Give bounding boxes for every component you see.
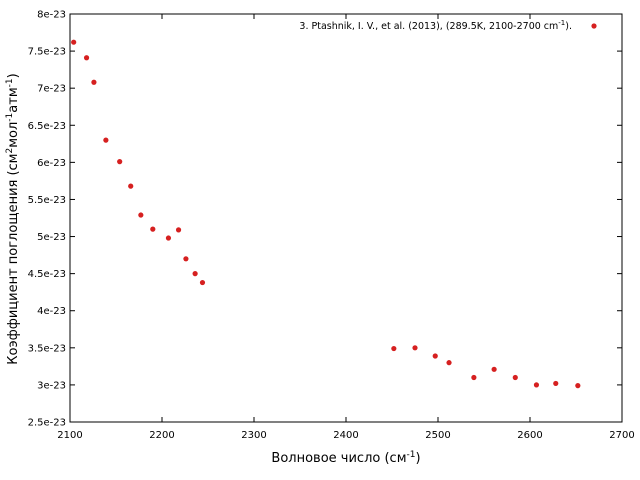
data-point xyxy=(91,79,97,85)
data-point xyxy=(575,383,581,389)
y-tick-label: 2.5e-23 xyxy=(28,418,66,429)
y-tick-label: 5.5e-23 xyxy=(28,195,66,206)
x-tick-label: 2700 xyxy=(609,430,634,441)
data-point xyxy=(150,226,156,232)
legend-marker xyxy=(591,23,597,29)
y-axis-label-sup1: 2 xyxy=(5,148,15,154)
data-point xyxy=(491,366,497,372)
legend-label-sup: -1 xyxy=(558,19,565,27)
data-point xyxy=(128,183,134,189)
x-tick-label: 2500 xyxy=(425,430,450,441)
data-point xyxy=(71,39,77,45)
y-axis-label-part4: ) xyxy=(6,73,21,78)
x-tick-label: 2600 xyxy=(517,430,542,441)
data-point xyxy=(391,345,397,352)
y-tick-label: 7.5e-23 xyxy=(28,47,66,58)
x-tick-label: 2400 xyxy=(333,430,358,441)
y-tick-label: 5e-23 xyxy=(37,232,66,243)
x-tick-label: 2200 xyxy=(149,430,174,441)
y-axis-label-sup3: -1 xyxy=(5,78,15,87)
data-points xyxy=(71,39,581,389)
y-tick-label: 7e-23 xyxy=(37,84,66,95)
axis-ticks xyxy=(69,13,623,423)
data-point xyxy=(432,353,438,359)
y-tick-label: 8e-23 xyxy=(37,10,66,21)
y-axis-label-part3: атм xyxy=(6,87,21,112)
data-point xyxy=(117,159,123,165)
y-tick-label: 6e-23 xyxy=(37,158,66,169)
y-tick-label: 3e-23 xyxy=(37,380,66,391)
x-axis-label-tail: ) xyxy=(415,451,420,466)
x-axis-label-sup: -1 xyxy=(407,450,416,460)
legend-label: 3. Ptashnik, I. V., et al. (2013), (289.… xyxy=(299,19,572,32)
data-point xyxy=(183,256,189,262)
data-point xyxy=(533,382,540,388)
y-axis-label-part1: Коэффициент поглощения (см xyxy=(6,154,21,365)
data-point xyxy=(103,137,109,143)
legend-label-base: 3. Ptashnik, I. V., et al. (2013), (289.… xyxy=(299,21,558,32)
legend-label-tail: ). xyxy=(565,21,572,32)
legend: 3. Ptashnik, I. V., et al. (2013), (289.… xyxy=(299,19,597,32)
data-point xyxy=(165,235,172,241)
y-tick-label: 3.5e-23 xyxy=(28,343,66,354)
data-point xyxy=(83,55,90,61)
x-axis-label-base: Волновое число (см xyxy=(271,451,406,466)
y-tick-label: 4.5e-23 xyxy=(28,269,66,280)
data-point xyxy=(192,271,198,277)
data-point xyxy=(471,374,477,381)
data-point xyxy=(138,212,144,218)
data-point xyxy=(512,374,518,381)
x-tick-label: 2300 xyxy=(241,430,266,441)
x-axis-label: Волновое число (см-1) xyxy=(271,450,420,466)
data-point xyxy=(199,279,206,286)
x-tick-label: 2100 xyxy=(57,430,82,441)
data-point xyxy=(446,360,452,366)
data-point xyxy=(553,380,559,387)
plot-frame xyxy=(69,13,623,423)
y-tick-label: 6.5e-23 xyxy=(28,121,66,132)
y-axis-label-part2: мол xyxy=(6,122,21,148)
data-point xyxy=(175,227,182,233)
y-axis-label-sup2: -1 xyxy=(5,113,15,122)
y-tick-label: 4e-23 xyxy=(37,306,66,317)
y-axis-label: Коэффициент поглощения (см2мол-1атм-1) xyxy=(5,73,21,364)
tick-labels: 2100 2200 2300 2400 2500 2600 2700 2.5e-23 3e-23… xyxy=(28,10,635,442)
data-point xyxy=(412,345,418,351)
